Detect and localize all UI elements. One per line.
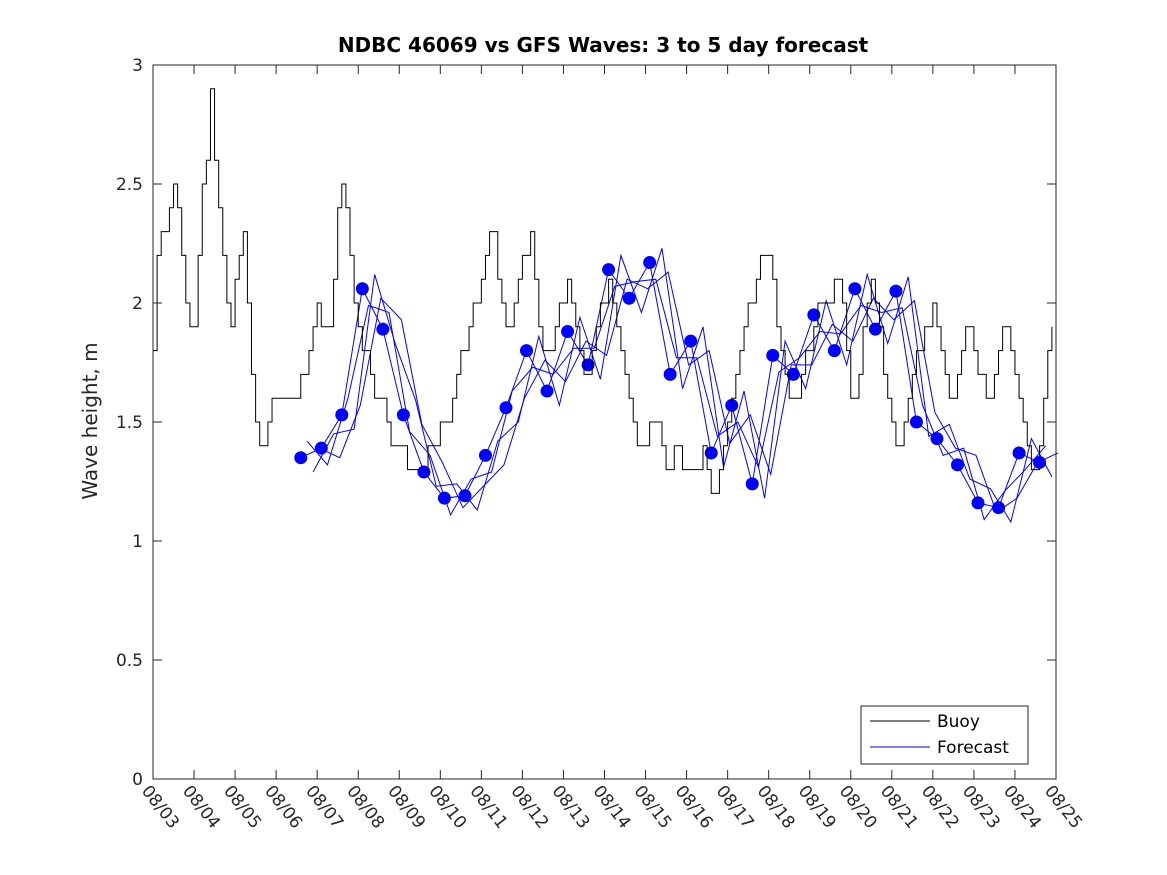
x-tick-label: 08/09	[383, 782, 429, 833]
buoy-layer	[153, 88, 1053, 494]
forecast-layer	[294, 248, 1059, 524]
x-tick-label: 08/17	[712, 782, 758, 833]
x-tick-label: 08/25	[1040, 782, 1086, 833]
x-tick-label: 08/11	[465, 782, 511, 833]
forecast-point	[827, 344, 841, 358]
forecast-point	[868, 322, 882, 336]
forecast-line-2	[306, 278, 1047, 521]
forecast-point	[766, 348, 780, 362]
forecast-point	[909, 415, 923, 429]
y-tick-label: 1.5	[116, 413, 143, 433]
forecast-point	[704, 446, 718, 460]
x-tick-label: 08/24	[999, 782, 1045, 833]
x-tick-label: 08/21	[876, 782, 922, 833]
x-tick-label: 08/06	[260, 782, 306, 833]
x-tick-label: 08/20	[835, 782, 881, 833]
forecast-point	[335, 408, 349, 422]
forecast-point	[478, 448, 492, 462]
legend-buoy-label: Buoy	[937, 712, 980, 732]
x-tick-label: 08/18	[753, 782, 799, 833]
y-tick-label: 1	[132, 532, 143, 552]
x-tick-label: 08/04	[178, 782, 224, 833]
x-tick-label: 08/05	[219, 782, 265, 833]
forecast-point	[458, 489, 472, 503]
chart-title: NDBC 46069 vs GFS Waves: 3 to 5 day fore…	[338, 33, 869, 57]
forecast-point	[807, 308, 821, 322]
forecast-point	[930, 432, 944, 446]
forecast-point	[622, 291, 636, 305]
forecast-point	[745, 477, 759, 491]
forecast-point	[786, 367, 800, 381]
buoy-line	[153, 88, 1053, 494]
y-axis-label: Wave height, m	[78, 342, 102, 499]
x-tick-label: 08/15	[630, 782, 676, 833]
forecast-point	[848, 282, 862, 296]
forecast-point	[561, 325, 575, 339]
forecast-point	[540, 384, 554, 398]
forecast-point	[643, 256, 657, 270]
forecast-point	[355, 282, 369, 296]
x-tick-label: 08/03	[137, 782, 183, 833]
x-tick-label: 08/23	[958, 782, 1004, 833]
forecast-point	[417, 465, 431, 479]
x-tick-label: 08/13	[548, 782, 594, 833]
forecast-point	[602, 263, 616, 277]
x-tick-label: 08/16	[671, 782, 717, 833]
forecast-line-3	[312, 248, 1053, 524]
forecast-line-4	[319, 271, 1059, 514]
x-tick-label: 08/12	[506, 782, 552, 833]
forecast-point	[499, 401, 513, 415]
x-tick-label: 08/07	[301, 782, 347, 833]
forecast-point	[314, 441, 328, 455]
forecast-point	[520, 344, 534, 358]
y-tick-label: 0	[132, 770, 143, 790]
x-tick-label: 08/10	[424, 782, 470, 833]
legend-forecast-label: Forecast	[937, 738, 1009, 758]
forecast-point	[581, 358, 595, 372]
forecast-point	[396, 408, 410, 422]
forecast-point	[663, 367, 677, 381]
y-tick-label: 2	[132, 294, 143, 314]
forecast-point	[684, 334, 698, 348]
y-tick-label: 0.5	[116, 651, 143, 671]
forecast-point	[971, 496, 985, 510]
forecast-point	[992, 501, 1006, 515]
x-tick-label: 08/14	[589, 782, 635, 833]
legend-box	[860, 705, 1029, 765]
forecast-point	[1012, 446, 1026, 460]
forecast-point	[294, 451, 308, 465]
x-tick-label: 08/08	[342, 782, 388, 833]
y-tick-label: 2.5	[116, 175, 143, 195]
legend: Buoy Forecast	[860, 705, 1029, 765]
forecast-line-1	[300, 261, 1040, 509]
forecast-point	[889, 284, 903, 298]
x-tick-label: 08/22	[917, 782, 963, 833]
forecast-point	[376, 322, 390, 336]
y-tick-label: 3	[132, 56, 143, 76]
forecast-point	[950, 458, 964, 472]
x-tick-label: 08/19	[794, 782, 840, 833]
forecast-point	[437, 491, 451, 505]
